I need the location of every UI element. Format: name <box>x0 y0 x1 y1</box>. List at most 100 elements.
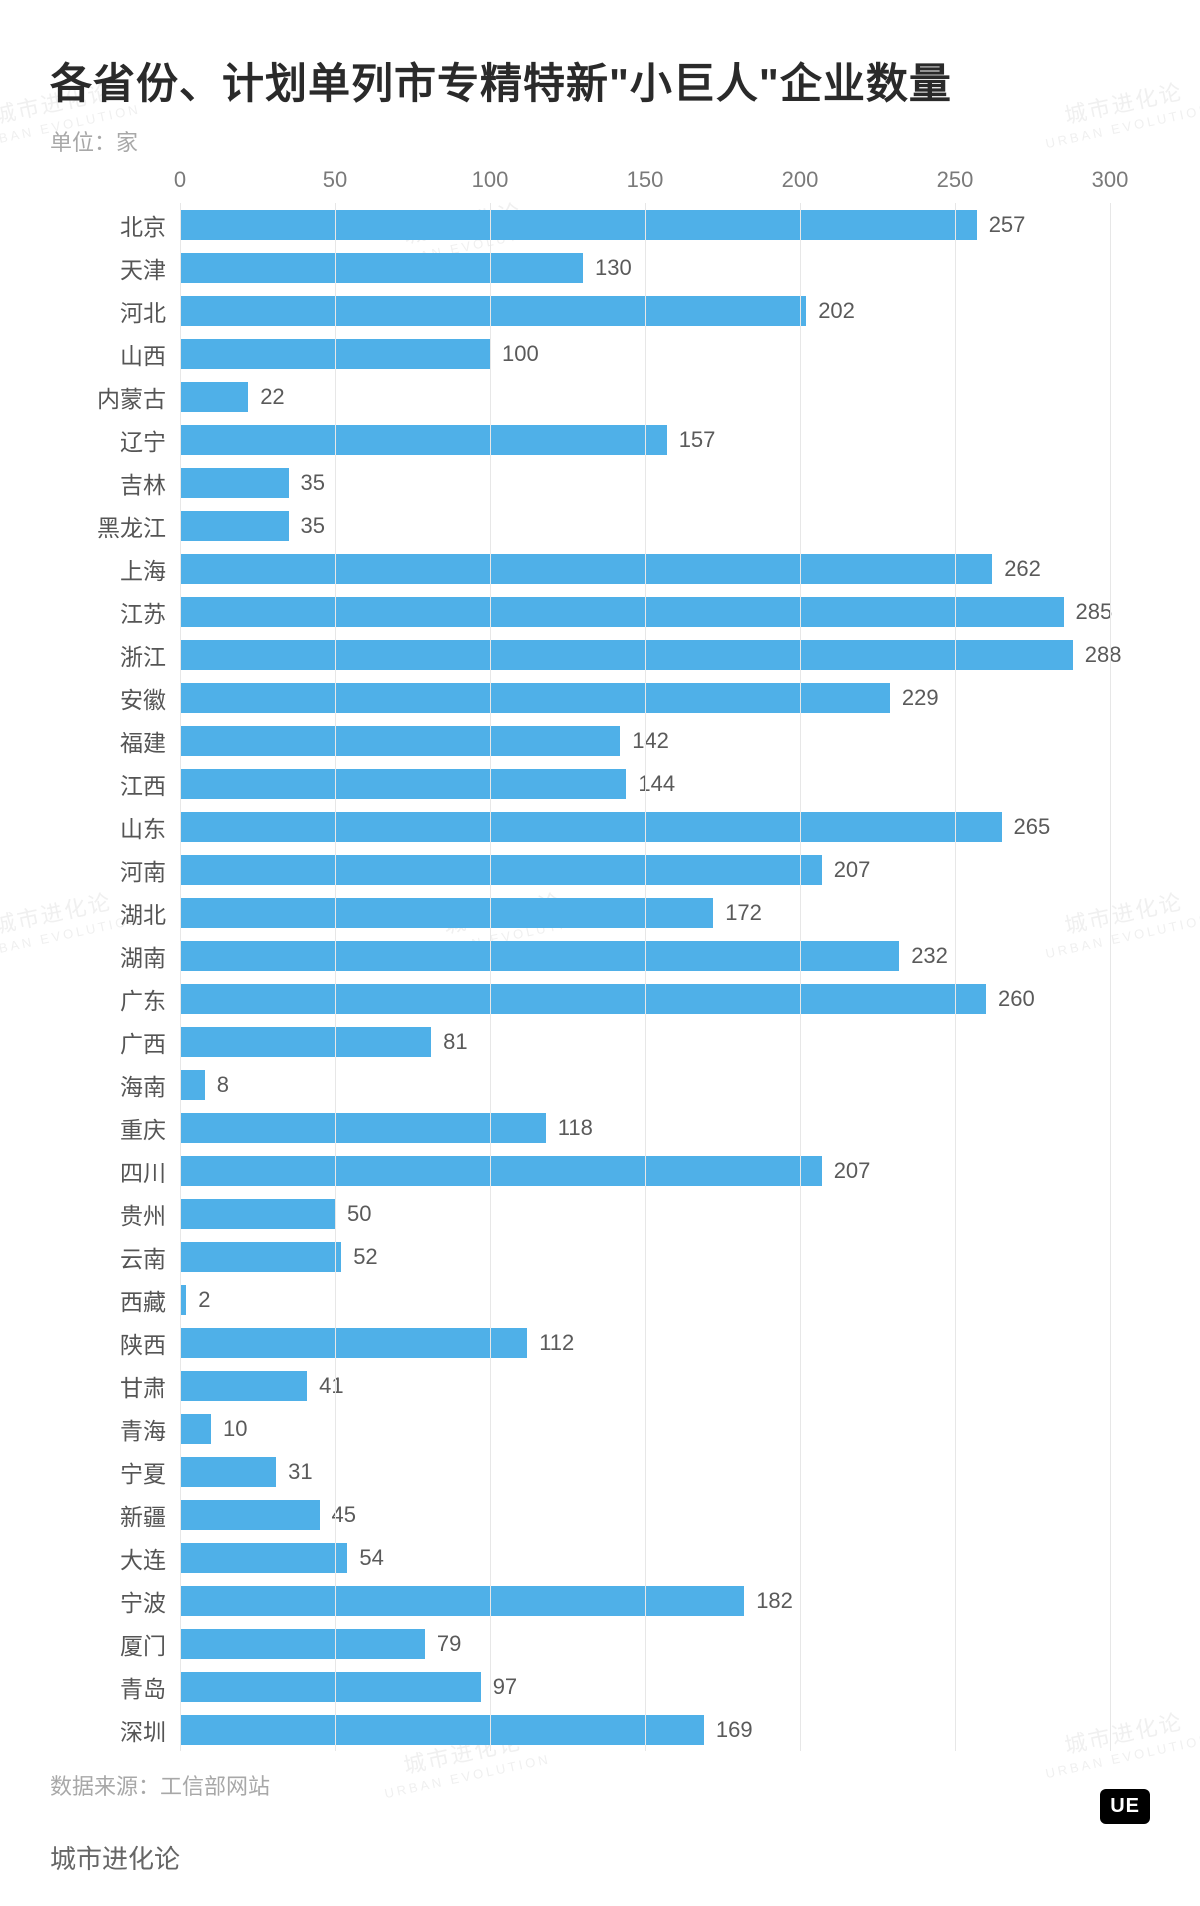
bar <box>180 296 806 326</box>
category-label: 上海 <box>120 552 180 586</box>
bar <box>180 210 977 240</box>
category-label: 青海 <box>120 1412 180 1446</box>
bar-value: 50 <box>347 1201 371 1227</box>
bar <box>180 1070 205 1100</box>
bar <box>180 1199 335 1229</box>
bar <box>180 425 667 455</box>
bar-value: 207 <box>834 1158 871 1184</box>
bar <box>180 1543 347 1573</box>
gridline <box>645 203 646 1751</box>
brand-label: 城市进化论 <box>50 1839 1150 1876</box>
bar <box>180 597 1064 627</box>
gridline <box>1110 203 1111 1751</box>
bar <box>180 640 1073 670</box>
bar <box>180 855 822 885</box>
category-label: 内蒙古 <box>97 380 180 414</box>
category-label: 山东 <box>120 810 180 844</box>
bar <box>180 769 626 799</box>
category-label: 河北 <box>120 294 180 328</box>
plot-area: 北京257天津130河北202山西100内蒙古22辽宁157吉林35黑龙江35上… <box>180 203 1110 1751</box>
bar-value: 97 <box>493 1674 517 1700</box>
bar-value: 118 <box>558 1115 593 1141</box>
bar-value: 232 <box>911 943 948 969</box>
category-label: 新疆 <box>120 1498 180 1532</box>
category-label: 重庆 <box>120 1111 180 1145</box>
category-label: 浙江 <box>120 638 180 672</box>
category-label: 广西 <box>120 1025 180 1059</box>
gridline <box>800 203 801 1751</box>
category-label: 陕西 <box>120 1326 180 1360</box>
bar-value: 112 <box>539 1330 574 1356</box>
bar-value: 262 <box>1004 556 1041 582</box>
bar <box>180 1629 425 1659</box>
category-label: 西藏 <box>120 1283 180 1317</box>
bar <box>180 511 289 541</box>
bar <box>180 468 289 498</box>
x-tick: 100 <box>472 167 509 193</box>
category-label: 青岛 <box>120 1670 180 1704</box>
category-label: 宁波 <box>120 1584 180 1618</box>
bar-value: 142 <box>632 728 669 754</box>
bar <box>180 683 890 713</box>
bar-value: 41 <box>319 1373 343 1399</box>
category-label: 黑龙江 <box>97 509 180 543</box>
bar-value: 260 <box>998 986 1035 1012</box>
bar-value: 10 <box>223 1416 247 1442</box>
category-label: 海南 <box>120 1068 180 1102</box>
category-label: 天津 <box>120 251 180 285</box>
category-label: 河南 <box>120 853 180 887</box>
source-label: 数据来源：工信部网站 <box>50 1769 1150 1801</box>
category-label: 云南 <box>120 1240 180 1274</box>
x-tick: 150 <box>627 167 664 193</box>
category-label: 江苏 <box>120 595 180 629</box>
chart-title: 各省份、计划单列市专精特新"小巨人"企业数量 <box>50 50 1150 111</box>
category-label: 甘肃 <box>120 1369 180 1403</box>
bar-value: 100 <box>502 341 539 367</box>
bar <box>180 1156 822 1186</box>
gridline <box>335 203 336 1751</box>
bar-value: 8 <box>217 1072 229 1098</box>
category-label: 辽宁 <box>120 423 180 457</box>
bar <box>180 1371 307 1401</box>
bar-value: 182 <box>756 1588 793 1614</box>
x-tick: 300 <box>1092 167 1129 193</box>
bar-value: 54 <box>359 1545 383 1571</box>
gridline <box>490 203 491 1751</box>
bar <box>180 554 992 584</box>
bar-value: 2 <box>198 1287 210 1313</box>
bar-value: 257 <box>989 212 1026 238</box>
bar-value: 157 <box>679 427 716 453</box>
category-label: 湖北 <box>120 896 180 930</box>
category-label: 江西 <box>120 767 180 801</box>
category-label: 安徽 <box>120 681 180 715</box>
bar-value: 288 <box>1085 642 1122 668</box>
x-tick: 200 <box>782 167 819 193</box>
bar-value: 265 <box>1014 814 1051 840</box>
bar <box>180 1586 744 1616</box>
bar-chart: 050100150200250300 北京257天津130河北202山西100内… <box>50 167 1150 1751</box>
x-tick: 0 <box>174 167 186 193</box>
category-label: 北京 <box>120 208 180 242</box>
category-label: 四川 <box>120 1154 180 1188</box>
x-tick: 50 <box>323 167 347 193</box>
bar <box>180 1328 527 1358</box>
category-label: 贵州 <box>120 1197 180 1231</box>
bar <box>180 253 583 283</box>
bar-value: 207 <box>834 857 871 883</box>
bar-value: 144 <box>638 771 675 797</box>
bar <box>180 1672 481 1702</box>
bar <box>180 984 986 1014</box>
bar-value: 31 <box>288 1459 312 1485</box>
bar-value: 202 <box>818 298 855 324</box>
bar <box>180 812 1002 842</box>
bar <box>180 382 248 412</box>
bar <box>180 1457 276 1487</box>
gridline <box>955 203 956 1751</box>
category-label: 大连 <box>120 1541 180 1575</box>
x-axis: 050100150200250300 <box>180 167 1110 203</box>
bar-value: 285 <box>1076 599 1113 625</box>
category-label: 吉林 <box>120 466 180 500</box>
bar-value: 81 <box>443 1029 467 1055</box>
unit-label: 单位：家 <box>50 125 1150 157</box>
bar <box>180 1414 211 1444</box>
